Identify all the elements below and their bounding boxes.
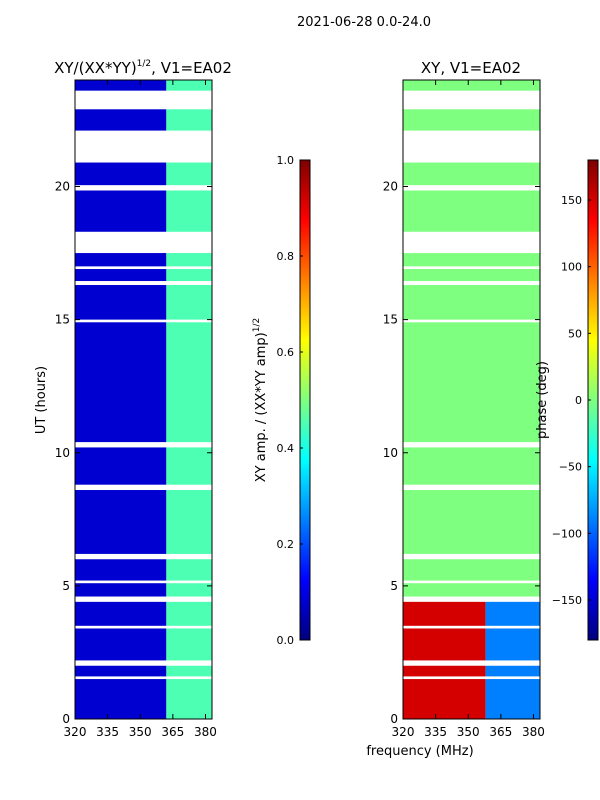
amp-xtick-label: 335 — [96, 725, 119, 739]
amp-flagged-band — [75, 625, 212, 629]
phase-colorbar: 150 100 50 0 −50 −100 −150 phase (deg) — [535, 159, 599, 641]
phase-flagged-band — [403, 442, 540, 448]
amp-flagged-band — [75, 676, 212, 680]
phase-flagged-band — [403, 660, 540, 666]
amp-flagged-band — [75, 660, 212, 666]
amp-cbar-tick-label: 0.6 — [277, 346, 295, 359]
amp-yticks: 0 5 10 15 20 — [55, 180, 212, 726]
phase-cbar-tick-label: −50 — [559, 461, 582, 474]
amp-cbar-tick-label: 0.4 — [277, 442, 295, 455]
phase-flagged-band — [403, 580, 540, 584]
amp-cbar-tick-label: 0.8 — [277, 250, 295, 263]
amp-xtick-label: 350 — [129, 725, 152, 739]
phase-cbar-tick-label: 100 — [561, 261, 582, 274]
amp-flagged-band — [75, 580, 212, 584]
amp-ytick-label: 0 — [62, 712, 70, 726]
amp-xticks: 320 335 350 365 380 — [64, 80, 217, 739]
phase-xticks: 320 335 350 365 380 — [392, 80, 545, 739]
phase-xtick-label: 335 — [424, 725, 447, 739]
amp-flagged-band — [75, 319, 212, 323]
phase-cbar-tick-label: 50 — [568, 327, 582, 340]
phase-region-0 — [403, 599, 486, 719]
amp-xtick-label: 380 — [194, 725, 217, 739]
amp-colorbar-gradient — [299, 159, 311, 641]
phase-flagged-band — [403, 553, 540, 560]
phase-flagged-band — [403, 185, 540, 191]
suptitle: 2021-06-28 0.0-24.0 — [297, 15, 431, 30]
phase-flagged-band — [403, 90, 540, 110]
amp-flagged-band — [75, 553, 212, 560]
amp-title: XY/(XX*YY)1/2, V1=EA02 — [54, 59, 232, 77]
phase-cbar-tick-label: −150 — [552, 594, 582, 607]
panel-phase: XY, V1=EA02 320 335 350 365 380 0 5 10 15 20 fre… — [366, 59, 545, 759]
phase-xtick-label: 320 — [392, 725, 415, 739]
amp-flagged-band — [75, 442, 212, 448]
phase-ytick-label: 10 — [383, 446, 398, 460]
amp-flagged-band — [75, 596, 212, 602]
phase-cbar-tick-label: 0 — [575, 394, 582, 407]
phase-ytick-label: 0 — [390, 712, 398, 726]
phase-region-2 — [403, 80, 540, 600]
amp-ytick-label: 5 — [62, 579, 70, 593]
amp-colorbar-label: XY amp. / (XX*YY amp)1/2 — [252, 318, 269, 482]
panel-amplitude: XY/(XX*YY)1/2, V1=EA02 320 335 350 365 380 0… — [34, 59, 232, 739]
phase-flagged-band — [403, 625, 540, 629]
phase-flagged-band — [403, 484, 540, 491]
amp-xtick-label: 320 — [64, 725, 87, 739]
amp-flagged-band — [75, 130, 212, 163]
phase-xlabel: frequency (MHz) — [366, 744, 473, 759]
amp-flagged-band — [75, 185, 212, 191]
amp-heatmap — [75, 80, 212, 719]
phase-ytick-label: 20 — [383, 180, 398, 194]
phase-flagged-band — [403, 319, 540, 323]
phase-region-1 — [485, 599, 540, 719]
amp-colorbar-ticks: 0.0 0.2 0.4 0.6 0.8 1.0 — [277, 154, 303, 647]
phase-xtick-label: 380 — [522, 725, 545, 739]
phase-xtick-label: 365 — [489, 725, 512, 739]
amp-flagged-band — [75, 90, 212, 110]
amp-ytick-label: 15 — [55, 313, 70, 327]
phase-colorbar-label: phase (deg) — [535, 361, 550, 439]
amp-cbar-tick-label: 0.2 — [277, 538, 295, 551]
amp-ylabel: UT (hours) — [34, 366, 49, 434]
amp-xtick-label: 365 — [161, 725, 184, 739]
phase-axes-frame — [402, 79, 541, 720]
phase-heatmap — [403, 80, 540, 719]
phase-title: XY, V1=EA02 — [421, 59, 521, 77]
phase-cbar-tick-label: 150 — [561, 194, 582, 207]
amp-ytick-label: 20 — [55, 180, 70, 194]
phase-flagged-band — [403, 130, 540, 163]
amp-region-1 — [166, 80, 212, 719]
amp-ytick-label: 10 — [55, 446, 70, 460]
phase-ytick-label: 15 — [383, 313, 398, 327]
amp-flagged-band — [75, 231, 212, 254]
amp-flagged-band — [75, 484, 212, 491]
phase-flagged-band — [403, 281, 540, 286]
amp-flagged-band — [75, 266, 212, 270]
amp-colorbar: 0.0 0.2 0.4 0.6 0.8 1.0 XY amp. / (XX*YY amp)… — [252, 154, 311, 647]
amp-region-0 — [75, 80, 167, 719]
phase-colorbar-ticks: 150 100 50 0 −50 −100 −150 — [552, 194, 591, 607]
phase-flagged-band — [403, 596, 540, 602]
phase-xtick-label: 350 — [457, 725, 480, 739]
phase-flagged-band — [403, 231, 540, 254]
amp-axes-frame — [74, 79, 213, 720]
amp-cbar-tick-label: 1.0 — [277, 154, 295, 167]
phase-flagged-band — [403, 266, 540, 270]
amp-flagged-band — [75, 281, 212, 286]
amp-cbar-tick-label: 0.0 — [277, 634, 295, 647]
phase-yticks: 0 5 10 15 20 — [383, 180, 540, 726]
phase-ytick-label: 5 — [390, 579, 398, 593]
phase-flagged-band — [403, 676, 540, 680]
phase-cbar-tick-label: −100 — [552, 527, 582, 540]
